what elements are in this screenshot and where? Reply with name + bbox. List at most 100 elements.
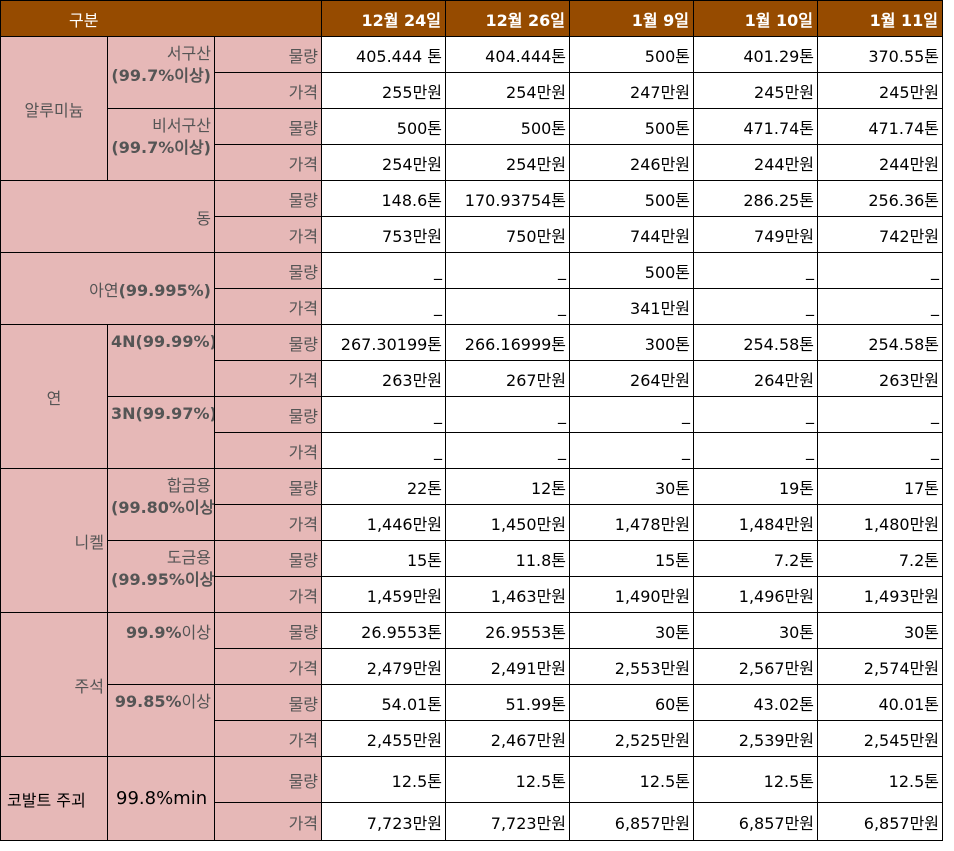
table-row: 99.85%이상 물량 54.01톤 51.99톤 60톤 43.02톤 40.… — [1, 684, 944, 757]
cell: _ — [693, 252, 819, 289]
qty-label: 물량 — [213, 396, 323, 433]
table-row: 코발트 주괴 99.8%min 물량 12.5톤 12.5톤 12.5톤 12.… — [0, 756, 944, 841]
cell: 2,491만원 — [445, 648, 571, 685]
cell: 7.2톤 — [693, 540, 819, 577]
qty-label: 물량 — [213, 468, 323, 505]
cell: 244만원 — [693, 144, 819, 181]
cell: _ — [321, 288, 447, 325]
cell: 15톤 — [321, 540, 447, 577]
header-date: 1월 10일 — [693, 0, 819, 37]
grade-label: 합금용 (99.80%이상) — [107, 468, 215, 541]
metal-name: 주석 — [0, 612, 108, 757]
cell: 2,545만원 — [817, 720, 944, 757]
grade-label: 4N(99.99%) — [107, 324, 215, 397]
table-row: 가격 7,723만원 7,723만원 6,857만원 6,857만원 6,857… — [1, 802, 944, 841]
cell: 263만원 — [817, 360, 944, 397]
cell: _ — [817, 288, 944, 325]
cell: 1,490만원 — [569, 576, 695, 613]
cell: 744만원 — [569, 216, 695, 253]
table-row: 알루미늄 서구산 (99.7%이상) 물량 405.444 톤 404.444톤… — [0, 36, 944, 181]
cell: 2,479만원 — [321, 648, 447, 685]
cell: _ — [445, 288, 571, 325]
cell: _ — [817, 396, 944, 433]
table-row: 가격 2,479만원 2,491만원 2,553만원 2,567만원 2,574… — [1, 648, 944, 685]
qty-label: 물량 — [213, 36, 323, 73]
cell: 256.36톤 — [817, 180, 944, 217]
cell: 742만원 — [817, 216, 944, 253]
cell: 22톤 — [321, 468, 447, 505]
price-label: 가격 — [213, 216, 323, 253]
table-row: 가격 1,446만원 1,450만원 1,478만원 1,484만원 1,480… — [1, 504, 944, 541]
price-label: 가격 — [213, 432, 323, 469]
cell: _ — [569, 432, 695, 469]
cell: _ — [693, 288, 819, 325]
metal-name: 연 — [0, 324, 108, 469]
cell: 471.74톤 — [817, 108, 944, 145]
cell: 254만원 — [445, 144, 571, 181]
cell: 2,574만원 — [817, 648, 944, 685]
cell: 254만원 — [321, 144, 447, 181]
header-date: 12월 24일 — [321, 0, 447, 37]
cell: 15톤 — [569, 540, 695, 577]
cell: 1,459만원 — [321, 576, 447, 613]
qty-label: 물량 — [213, 612, 323, 649]
cell: 54.01톤 — [321, 684, 447, 721]
cell: 30톤 — [569, 468, 695, 505]
cell: 401.29톤 — [693, 36, 819, 73]
table-row: 가격 1,459만원 1,463만원 1,490만원 1,496만원 1,493… — [1, 576, 944, 613]
cell: _ — [445, 396, 571, 433]
cell: 7,723만원 — [321, 802, 447, 841]
grade-label: 도금용 (99.95%이상) — [107, 540, 215, 613]
cell: _ — [817, 432, 944, 469]
cell: 2,539만원 — [693, 720, 819, 757]
cell: 500톤 — [569, 36, 695, 73]
cell: 40.01톤 — [817, 684, 944, 721]
grade-label: 비서구산 (99.7%이상) — [107, 108, 215, 181]
cell: 405.444 톤 — [321, 36, 447, 73]
header-date: 1월 9일 — [569, 0, 695, 37]
qty-label: 물량 — [213, 180, 323, 217]
metal-name: 아연(99.995%) — [0, 252, 215, 325]
cell: 30톤 — [817, 612, 944, 649]
cell: 500톤 — [569, 180, 695, 217]
cell: _ — [693, 396, 819, 433]
cell: 12.5톤 — [817, 756, 944, 803]
price-label: 가격 — [213, 144, 323, 181]
cell: 286.25톤 — [693, 180, 819, 217]
cell: 12톤 — [445, 468, 571, 505]
cell: 264만원 — [693, 360, 819, 397]
cell: 7.2톤 — [817, 540, 944, 577]
cell: 11.8톤 — [445, 540, 571, 577]
cell: 6,857만원 — [817, 802, 944, 841]
table-row: 가격 263만원 267만원 264만원 264만원 263만원 — [1, 360, 944, 397]
cell: 264만원 — [569, 360, 695, 397]
cell: _ — [445, 252, 571, 289]
cell: 17톤 — [817, 468, 944, 505]
table-row: 주석 99.9%이상 물량 26.9553톤 26.9553톤 30톤 30톤 … — [0, 612, 944, 757]
table-row: 비서구산 (99.7%이상) 물량 500톤 500톤 500톤 471.74톤… — [1, 108, 944, 181]
cell: _ — [569, 396, 695, 433]
metal-name: 알루미늄 — [0, 36, 108, 181]
cell: _ — [321, 432, 447, 469]
qty-label: 물량 — [213, 252, 323, 289]
cell: 2,467만원 — [445, 720, 571, 757]
metal-price-table: 구분 12월 24일 12월 26일 1월 9일 1월 10일 1월 11일 알… — [0, 0, 944, 841]
cell: 300톤 — [569, 324, 695, 361]
table-row: 3N(99.97%) 물량 _ _ _ _ _ — [1, 396, 944, 469]
qty-label: 물량 — [213, 108, 323, 145]
cell: 60톤 — [569, 684, 695, 721]
cell: 753만원 — [321, 216, 447, 253]
grade-label: 99.8%min — [107, 756, 215, 841]
cell: 254만원 — [445, 72, 571, 109]
metal-name: 니켈 — [0, 468, 108, 613]
cell: 245만원 — [817, 72, 944, 109]
cell: 1,484만원 — [693, 504, 819, 541]
cell: _ — [321, 396, 447, 433]
cell: 254.58톤 — [817, 324, 944, 361]
cell: 1,480만원 — [817, 504, 944, 541]
cell: 245만원 — [693, 72, 819, 109]
cell: 267만원 — [445, 360, 571, 397]
price-label: 가격 — [213, 802, 323, 841]
cell: 2,553만원 — [569, 648, 695, 685]
cell: 471.74톤 — [693, 108, 819, 145]
